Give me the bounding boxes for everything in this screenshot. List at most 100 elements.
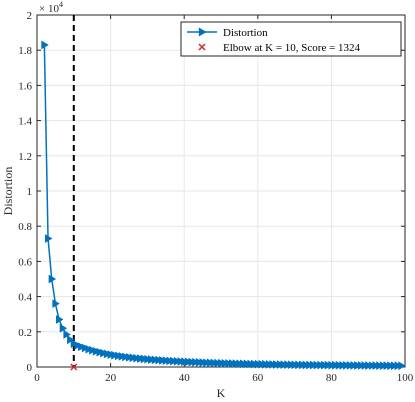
distortion-point: [258, 359, 266, 369]
distortion-point: [379, 361, 388, 371]
legend-label-elbow: Elbow at K = 10, Score = 1324: [223, 42, 361, 54]
distortion-point: [262, 359, 270, 369]
distortion-point: [217, 358, 226, 368]
x-tick-label: 0: [34, 372, 40, 384]
distortion-point: [284, 360, 292, 370]
distortion-point: [398, 361, 406, 371]
elbow-point-stroke: [70, 363, 78, 371]
distortion-point: [350, 360, 358, 370]
distortion-point: [148, 355, 156, 365]
distortion-line: [43, 44, 402, 367]
distortion-point: [287, 360, 296, 370]
distortion-point: [85, 344, 94, 354]
distortion-point: [354, 361, 362, 370]
legend-marker-elbow: [198, 43, 206, 51]
distortion-point: [317, 360, 325, 370]
distortion-point: [228, 359, 237, 368]
distortion-point: [192, 357, 200, 367]
distortion-point: [214, 358, 222, 368]
distortion-point: [44, 234, 53, 243]
distortion-point: [107, 350, 116, 360]
distortion-point: [144, 354, 152, 364]
distortion-point: [298, 360, 307, 370]
distortion-point: [129, 353, 138, 363]
distortion-point: [269, 359, 278, 369]
series-group: [41, 40, 406, 371]
distortion-point: [114, 351, 123, 361]
y-axis-ticks: 0 0.2 0.4 0.6 0.8 1 1.2 1.4 1.6 1.8 2: [18, 10, 405, 374]
distortion-point: [74, 340, 82, 350]
legend-marker-distortion: [198, 27, 207, 37]
distortion-point: [188, 357, 197, 367]
legend-box: [180, 21, 402, 57]
distortion-point: [52, 299, 60, 309]
legend: Distortion Elbow at K = 10, Score = 1324: [180, 21, 402, 57]
y-tick-label: 0.2: [18, 327, 32, 339]
y-axis-exponent-base: × 10: [39, 3, 59, 15]
y-axis-exponent: × 104: [39, 0, 63, 15]
distortion-point: [170, 356, 178, 366]
distortion-point: [328, 360, 336, 370]
x-tick-label: 80: [326, 372, 338, 384]
y-tick-label: 0.4: [18, 292, 32, 304]
distortion-point: [162, 356, 171, 366]
distortion-point: [236, 359, 244, 369]
x-axis-ticks: 0 20 40 60 80 100: [34, 15, 414, 384]
distortion-point: [276, 360, 285, 369]
distortion-point: [118, 351, 127, 361]
distortion-point: [89, 345, 97, 355]
distortion-point: [332, 360, 340, 370]
distortion-point: [243, 359, 252, 369]
distortion-point: [195, 357, 204, 367]
distortion-point: [225, 358, 233, 368]
distortion-point: [155, 355, 163, 365]
distortion-point: [302, 360, 311, 370]
distortion-point: [240, 359, 248, 369]
distortion-point: [199, 358, 208, 367]
x-axis-label: K: [217, 386, 226, 400]
distortion-point: [184, 357, 193, 367]
distortion-point: [394, 361, 403, 371]
distortion-point: [320, 360, 329, 370]
distortion-point: [265, 359, 274, 369]
distortion-point: [103, 349, 112, 359]
legend-elbow-stroke: [198, 43, 206, 51]
distortion-point: [181, 357, 189, 367]
y-tick-label: 1.2: [18, 151, 32, 163]
distortion-point: [291, 360, 300, 370]
y-tick-label: 0: [27, 362, 33, 374]
distortion-point: [206, 358, 215, 368]
distortion-point: [210, 358, 219, 368]
distortion-point: [376, 361, 384, 371]
distortion-point: [136, 354, 145, 363]
y-axis-exponent-power: 4: [59, 0, 63, 9]
distortion-point: [254, 359, 263, 369]
distortion-point: [41, 40, 49, 50]
distortion-point: [70, 339, 79, 349]
distortion-point: [151, 355, 160, 365]
distortion-point: [59, 323, 68, 333]
distortion-point: [309, 360, 318, 370]
distortion-point: [280, 360, 289, 370]
x-tick-label: 20: [105, 372, 117, 384]
distortion-point: [335, 360, 344, 370]
distortion-point: [273, 360, 281, 369]
distortion-point: [92, 346, 101, 356]
y-tick-label: 0.6: [18, 256, 32, 268]
distortion-point: [343, 360, 351, 370]
distortion-point: [96, 347, 105, 357]
distortion-point: [48, 274, 57, 284]
distortion-point: [56, 315, 64, 324]
distortion-point: [166, 356, 174, 366]
legend-label-distortion: Distortion: [223, 27, 268, 39]
y-tick-label: 1.6: [18, 80, 32, 92]
distortion-point: [346, 360, 355, 370]
distortion-point: [81, 343, 90, 353]
distortion-point: [203, 358, 211, 368]
grid: [36, 14, 406, 368]
distortion-point: [313, 360, 322, 370]
y-tick-label: 2: [27, 10, 33, 22]
distortion-point: [122, 352, 130, 362]
distortion-point: [368, 361, 377, 371]
